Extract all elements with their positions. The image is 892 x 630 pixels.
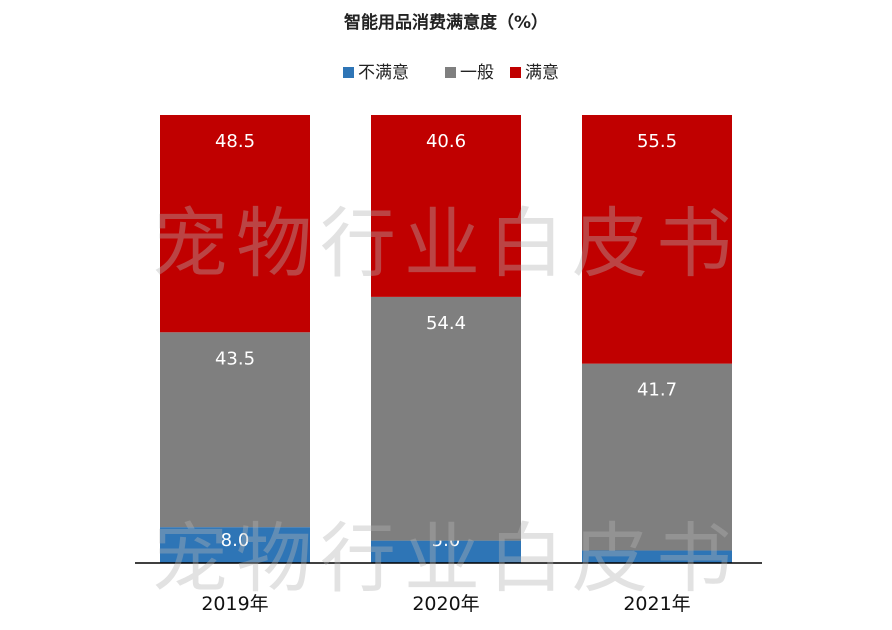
data-label-0-2: 48.5 [215, 131, 255, 152]
legend-swatch-0 [343, 67, 354, 78]
bars: 8.043.548.55.054.440.62.841.755.5 [160, 115, 732, 563]
x-axis-ticks: 2019年 2020年 2021年 [201, 593, 690, 615]
legend-swatch-1 [445, 67, 456, 78]
data-label-0-0: 8.0 [221, 530, 250, 551]
data-label-1-1: 54.4 [426, 313, 466, 334]
bar-segment-2-1 [582, 363, 732, 551]
legend-label-1: 一般 [460, 63, 494, 83]
bar-segment-2-0 [582, 550, 732, 563]
bar-segment-0-2 [160, 115, 310, 333]
x-tick-label-0: 2019年 [201, 593, 268, 615]
legend-label-2: 满意 [525, 63, 559, 83]
legend-label-0: 不满意 [358, 63, 409, 83]
bar-segment-1-1 [371, 296, 521, 541]
data-label-2-1: 41.7 [637, 380, 677, 401]
data-label-1-2: 40.6 [426, 131, 466, 152]
legend-swatch-2 [510, 67, 521, 78]
chart-title: 智能用品消费满意度（%） [344, 12, 548, 33]
watermark-1: 宠物行业白皮书 [152, 514, 740, 603]
data-label-0-1: 43.5 [215, 348, 255, 369]
legend: 不满意 一般 满意 [343, 63, 559, 83]
bar-segment-0-0 [160, 527, 310, 563]
bar-segment-1-2 [371, 115, 521, 297]
bar-segment-2-2 [582, 115, 732, 364]
x-tick-label-1: 2020年 [412, 593, 479, 615]
bar-segment-1-0 [371, 540, 521, 563]
watermark-0: 宠物行业白皮书 [152, 199, 740, 288]
bar-segment-0-1 [160, 332, 310, 528]
x-tick-label-2: 2021年 [623, 593, 690, 615]
data-label-2-2: 55.5 [637, 131, 677, 152]
